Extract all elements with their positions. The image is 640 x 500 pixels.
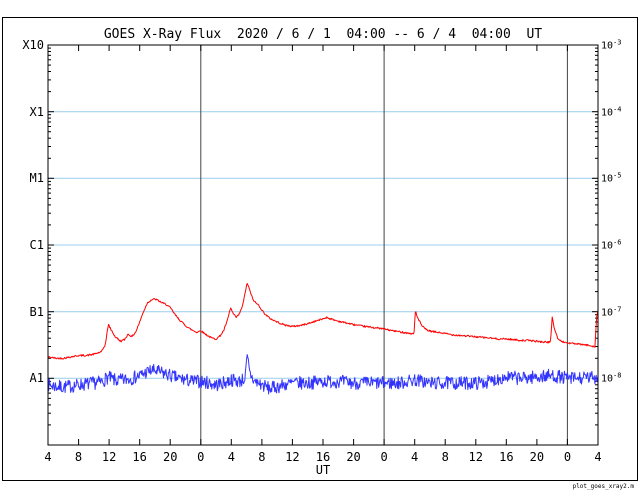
y-axis-left-label-c1: C1 (29, 238, 44, 252)
x-tick-label: 0 (197, 450, 205, 464)
x-tick-label: 4 (44, 450, 52, 464)
x-tick-label: 0 (563, 450, 572, 464)
y-axis-left-label-m1: M1 (29, 171, 44, 186)
x-tick-label: 16 (315, 450, 331, 464)
x-tick-label: 8 (258, 450, 266, 464)
y-axis-right-label-1e-5: 10-5 (601, 171, 622, 185)
y-axis-right-label-1e-7: 10-7 (601, 304, 622, 319)
x-tick-label: 8 (74, 450, 83, 464)
x-tick-label: 16 (132, 450, 147, 464)
x-tick-label: 4 (411, 450, 419, 464)
horizontal-gridlines (48, 111, 598, 379)
blue-flux-curve (47, 354, 599, 395)
x-tick-label: 12 (285, 450, 300, 464)
x-tick-label: 4 (594, 450, 602, 464)
figure-frame (2, 17, 638, 481)
x-tick-label: 4 (227, 450, 235, 464)
x-tick-label: 20 (529, 450, 545, 464)
x-tick-label: 8 (441, 450, 449, 464)
x-tick-label: 0 (380, 450, 388, 464)
y-axis-left-label-x10: X10 (22, 38, 44, 52)
y-axis-right-label-1e-6: 10-6 (601, 238, 622, 252)
axis-ticks (47, 44, 599, 446)
x-tick-label: 12 (101, 450, 117, 464)
x-tick-label: 20 (346, 450, 361, 464)
x-tick-label: 20 (162, 450, 178, 464)
day-boundary-lines (200, 45, 568, 445)
y-axis-left-label-a1: A1 (29, 371, 44, 386)
plot-frame (47, 44, 599, 446)
x-tick-label: 12 (468, 450, 483, 464)
y-axis-left-label-b1: B1 (29, 304, 44, 319)
watermark-text: plot_goes_xray2.m (572, 483, 634, 490)
y-axis-right-label-1e-4: 10-4 (601, 104, 622, 119)
y-axis-right-label-1e-8: 10-8 (601, 371, 622, 385)
red-flux-curve (47, 283, 599, 360)
x-axis-label: UT (315, 463, 331, 477)
x-tick-label: 16 (499, 450, 514, 464)
chart-title: GOES X-Ray Flux 2020 / 6 / 1 04:00 -- 6 … (103, 27, 543, 42)
y-axis-right-label-1e-3: 10-3 (601, 38, 622, 52)
y-axis-left-label-x1: X1 (29, 104, 44, 119)
